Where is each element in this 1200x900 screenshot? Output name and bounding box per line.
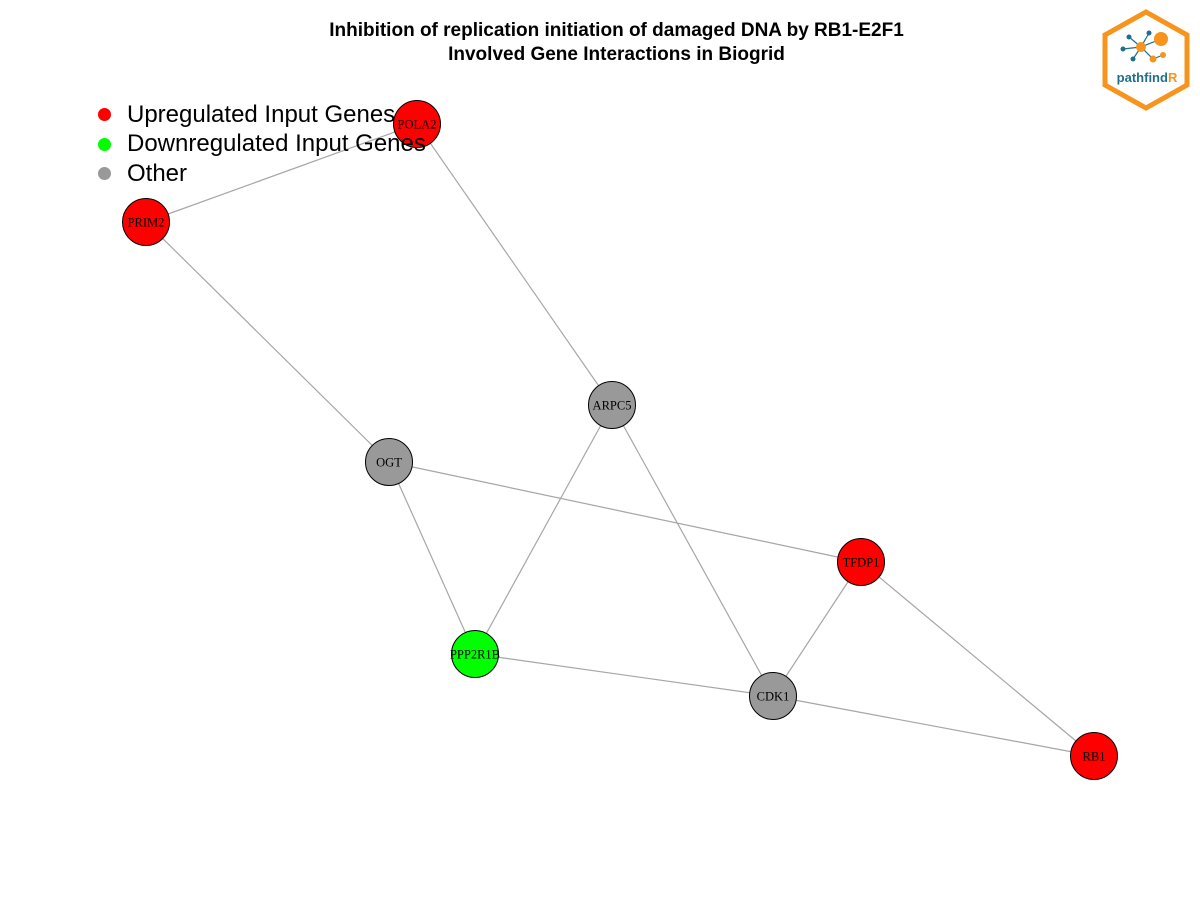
nodes-layer: POLA2 PRIM2 ARPC5 OGT TFDP1 PPP2R1B CDK1 RB1: [122, 100, 1118, 780]
edge-pola2-prim2: [145, 123, 418, 223]
legend-item-upregulated: Upregulated Input Genes: [98, 100, 426, 130]
node-arpc5: ARPC5: [588, 381, 636, 429]
node-circle-pola2: [393, 100, 441, 148]
node-circle-cdk1: [749, 672, 797, 720]
node-label-arpc5: ARPC5: [593, 399, 632, 413]
node-circle-tfdp1: [837, 538, 885, 586]
legend-item-downregulated: Downregulated Input Genes: [98, 130, 426, 160]
node-label-ppp2r1b: PPP2R1B: [450, 648, 500, 662]
edge-arpc5-ppp2r1b: [474, 404, 613, 655]
upregulated-dot-icon: [98, 108, 111, 122]
node-circle-prim2: [122, 198, 170, 246]
node-ppp2r1b: PPP2R1B: [450, 630, 500, 678]
node-circle-arpc5: [588, 381, 636, 429]
node-label-prim2: PRIM2: [128, 216, 165, 230]
node-label-cdk1: CDK1: [757, 690, 790, 704]
edge-tfdp1-cdk1: [772, 561, 862, 697]
edges-layer: [145, 123, 1095, 757]
node-rb1: RB1: [1070, 732, 1118, 780]
edge-cdk1-rb1: [772, 695, 1095, 757]
node-label-rb1: RB1: [1083, 750, 1106, 764]
node-label-tfdp1: TFDP1: [843, 556, 880, 570]
node-circle-ppp2r1b: [451, 630, 499, 678]
legend-item-other: Other: [98, 159, 426, 189]
edge-ogt-tfdp1: [388, 461, 862, 563]
node-prim2: PRIM2: [122, 198, 170, 246]
node-tfdp1: TFDP1: [837, 538, 885, 586]
node-label-ogt: OGT: [376, 456, 402, 470]
node-cdk1: CDK1: [749, 672, 797, 720]
legend: Upregulated Input Genes Downregulated In…: [98, 100, 426, 189]
legend-label-other: Other: [127, 159, 188, 187]
node-pola2: POLA2: [393, 100, 441, 148]
edge-prim2-ogt: [145, 221, 390, 463]
edge-tfdp1-rb1: [860, 561, 1095, 757]
other-dot-icon: [98, 167, 111, 181]
diagram-title: Inhibition of replication initiation of …: [329, 20, 904, 41]
downregulated-dot-icon: [98, 137, 111, 151]
logo-hexagon-icon: [1102, 9, 1190, 111]
edge-ppp2r1b-cdk1: [474, 653, 774, 697]
edge-arpc5-cdk1: [611, 404, 774, 697]
diagram-subtitle: Involved Gene Interactions in Biogrid: [448, 44, 785, 65]
node-circle-rb1: [1070, 732, 1118, 780]
node-ogt: OGT: [365, 438, 413, 486]
pathfindr-logo: pathfindR: [1102, 9, 1190, 111]
logo-text: pathfindR: [1117, 70, 1178, 85]
edge-ogt-ppp2r1b: [388, 461, 476, 655]
legend-label-upregulated: Upregulated Input Genes: [127, 100, 396, 128]
legend-label-downregulated: Downregulated Input Genes: [127, 130, 426, 158]
node-label-pola2: POLA2: [398, 118, 437, 132]
edge-pola2-arpc5: [416, 123, 613, 406]
node-circle-ogt: [365, 438, 413, 486]
